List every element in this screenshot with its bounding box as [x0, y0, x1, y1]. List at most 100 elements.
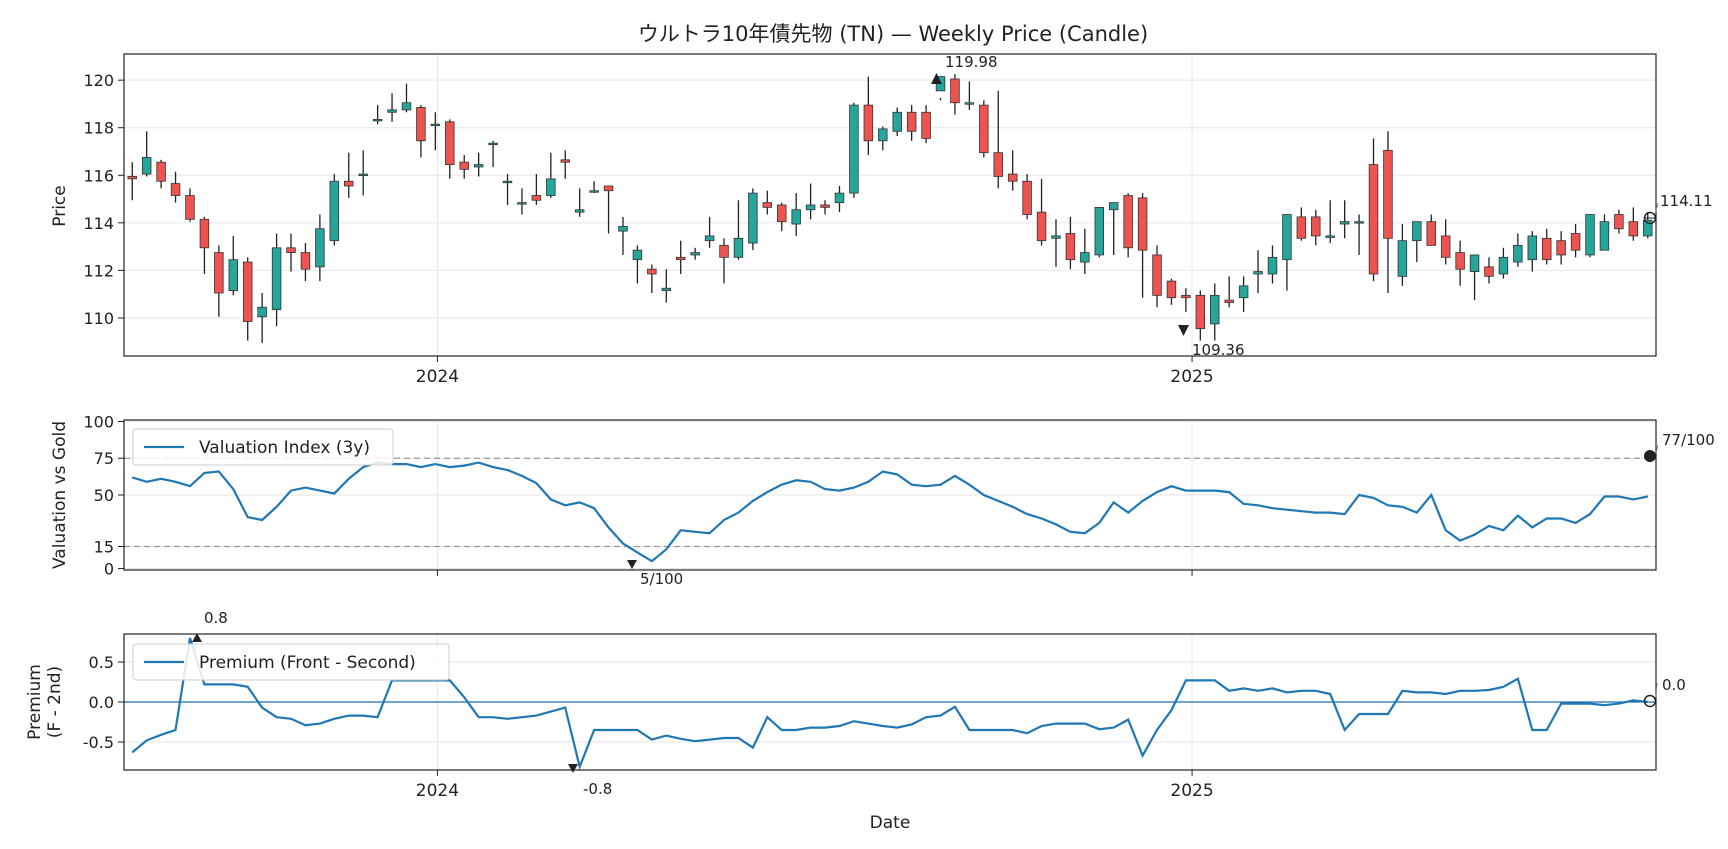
candle: [1195, 290, 1206, 341]
candle: [329, 174, 340, 246]
candle-body: [286, 247, 296, 253]
candle-body: [878, 128, 888, 142]
candle-body: [531, 195, 542, 201]
candle: [228, 235, 239, 296]
valuation-legend: Valuation Index (3y): [132, 428, 394, 466]
candle-body: [329, 180, 340, 242]
premium-y-label-line1: Premium(F - 2nd): [25, 664, 65, 740]
candle: [1412, 221, 1422, 263]
premium-series-line: [131, 637, 1648, 771]
candle: [1570, 224, 1581, 258]
candle: [1440, 219, 1451, 265]
candle-body: [1224, 299, 1234, 303]
candle-body: [1339, 221, 1350, 225]
price-y-ticks: 110 112 114 116 118 120: [83, 71, 124, 328]
candle-body: [661, 287, 672, 292]
candle: [1368, 138, 1379, 282]
candle-body: [1022, 180, 1032, 215]
candle: [1556, 231, 1566, 265]
candle-body: [719, 245, 729, 258]
candle: [647, 264, 657, 293]
candle: [1152, 245, 1162, 308]
candle-body: [358, 173, 368, 176]
premium-max-marker: [192, 633, 202, 642]
valuation-last-marker: [1644, 450, 1656, 462]
candle-body: [300, 252, 311, 270]
candle: [531, 174, 542, 205]
candle-body: [199, 218, 210, 249]
candle-body: [733, 237, 744, 258]
price-axes-frame: [123, 53, 1657, 357]
candle: [1643, 212, 1653, 239]
candle: [1181, 288, 1191, 313]
y-tick-label: 50: [94, 486, 114, 505]
candle-body: [950, 78, 960, 104]
candle-body: [170, 183, 181, 196]
candle-body: [1296, 216, 1307, 239]
candle: [473, 152, 484, 177]
candle-body: [185, 195, 195, 220]
candle: [1123, 193, 1133, 258]
valuation-last-leader: [1655, 444, 1659, 454]
premium-legend: Premium (Front - Second): [132, 643, 450, 681]
candle-body: [401, 102, 412, 111]
candle: [257, 292, 267, 343]
candle: [127, 162, 137, 201]
candle: [762, 190, 773, 215]
candle: [603, 185, 614, 234]
candle-body: [546, 178, 556, 196]
candle: [1224, 276, 1234, 308]
y-tick-label: -0.5: [83, 733, 114, 752]
price-y-tick-label: 114: [83, 214, 114, 233]
candle: [502, 174, 513, 205]
x-tick-label: 2025: [1170, 781, 1213, 801]
candle: [849, 102, 859, 198]
candle-body: [805, 204, 816, 211]
candle: [1166, 278, 1177, 305]
valuation-legend-label: Valuation Index (3y): [199, 438, 370, 458]
candle: [1599, 214, 1610, 251]
candle-body: [416, 107, 426, 142]
candle: [675, 240, 686, 274]
candle: [1383, 131, 1393, 293]
candle-body: [632, 249, 643, 261]
candle: [834, 185, 845, 213]
candle-body: [1036, 211, 1047, 242]
candle: [242, 257, 253, 341]
candle: [1296, 207, 1307, 241]
candle-body: [1267, 256, 1278, 275]
price-y-tick-label: 116: [83, 166, 114, 185]
candle-body: [979, 104, 989, 154]
candle-body: [993, 152, 1003, 177]
candle: [1541, 228, 1552, 265]
candle-body: [1166, 280, 1177, 299]
y-tick-label: 0.0: [89, 693, 114, 712]
candle: [1267, 245, 1278, 284]
valuation-min-marker: [627, 560, 637, 569]
candle: [1614, 209, 1624, 234]
candle-body: [1137, 197, 1148, 251]
valuation-min-label: 5/100: [640, 570, 683, 588]
price-last-label: 114.11: [1660, 192, 1713, 210]
candle: [430, 112, 441, 151]
chart-title: ウルトラ10年債先物 (TN) — Weekly Price (Candle): [638, 22, 1148, 46]
candle: [1426, 214, 1436, 246]
candle-body: [921, 111, 931, 139]
candle: [1210, 283, 1220, 341]
candle: [574, 188, 585, 217]
price-y-tick-label: 112: [83, 261, 114, 280]
candle: [1137, 193, 1148, 298]
premium-y-ticks: -0.5 0.0 0.5: [83, 653, 124, 752]
candle-body: [762, 202, 773, 208]
candle-body: [589, 190, 599, 193]
premium-last-leader: [1655, 682, 1658, 698]
candle: [401, 83, 412, 113]
candle: [358, 150, 368, 196]
candle: [372, 105, 383, 125]
price-y-tick-label: 110: [83, 309, 114, 328]
candle-body: [271, 247, 282, 311]
candle-body: [1383, 149, 1393, 239]
price-y-label: Price: [50, 185, 70, 226]
candle-body: [1253, 271, 1263, 275]
candle: [950, 74, 960, 115]
